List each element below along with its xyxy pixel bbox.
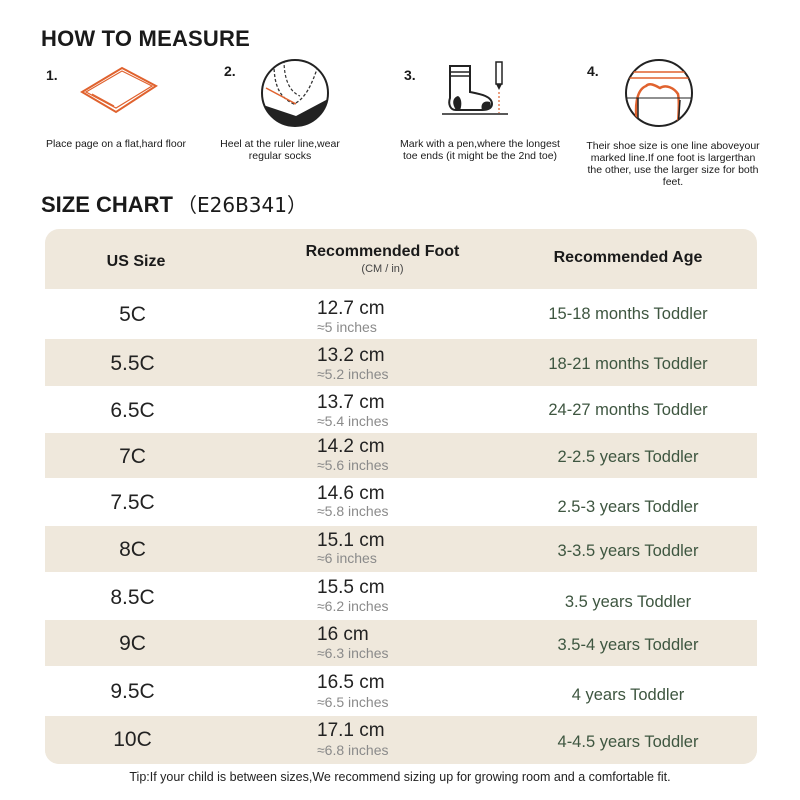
size-chart-table: US Size Recommended Foot (CM / in) Recom…: [45, 229, 757, 764]
table-row: 7C 14.2 cm ≈5.6 inches 2-2.5 years Toddl…: [45, 433, 757, 478]
foot-cm-cell: 17.1 cm: [317, 720, 385, 741]
table-row: 8C 15.1 cm ≈6 inches 3-3.5 years Toddler: [45, 526, 757, 572]
age-cell: 24-27 months Toddler: [548, 401, 708, 419]
foot-inch-cell: ≈6.8 inches: [317, 742, 389, 758]
us-size-cell: 5.5C: [110, 352, 155, 375]
us-size-cell: 8C: [119, 538, 146, 561]
shoe-size-line-icon: [625, 59, 693, 127]
step-text: Heel at the ruler line,wear regular sock…: [220, 138, 340, 162]
age-cell: 4-4.5 years Toddler: [557, 733, 699, 751]
paper-on-floor-icon: [80, 66, 158, 114]
foot-cm-cell: 14.6 cm: [317, 483, 385, 504]
size-chart-title-text: SIZE CHART: [41, 192, 173, 217]
sock-and-pen-icon: [442, 61, 508, 115]
foot-inch-cell: ≈5.2 inches: [317, 366, 389, 382]
table-header: US Size Recommended Foot (CM / in) Recom…: [45, 229, 757, 289]
foot-inch-cell: ≈5 inches: [317, 319, 377, 335]
age-cell: 4 years Toddler: [571, 686, 685, 704]
us-size-cell: 9.5C: [110, 680, 155, 703]
us-size-cell: 10C: [113, 728, 152, 751]
foot-inch-cell: ≈6.2 inches: [317, 598, 389, 614]
table-row: 7.5C 14.6 cm ≈5.8 inches 2.5-3 years Tod…: [45, 478, 757, 526]
step-number: 3.: [404, 67, 416, 83]
foot-cm-cell: 15.5 cm: [317, 577, 385, 598]
step-text: Place page on a flat,hard floor: [45, 138, 187, 150]
age-cell: 3.5 years Toddler: [564, 593, 692, 611]
step-number: 2.: [224, 63, 236, 79]
table-row: 10C 17.1 cm ≈6.8 inches 4-4.5 years Todd…: [45, 716, 757, 764]
foot-cm-cell: 14.2 cm: [317, 436, 385, 457]
age-cell: 3-3.5 years Toddler: [557, 542, 699, 560]
foot-inch-cell: ≈5.6 inches: [317, 457, 389, 473]
foot-cm-cell: 15.1 cm: [317, 530, 385, 551]
header-recommended-foot: Recommended Foot: [305, 243, 460, 260]
foot-cm-cell: 16.5 cm: [317, 672, 385, 693]
age-cell: 15-18 months Toddler: [548, 305, 708, 323]
foot-inch-cell: ≈5.8 inches: [317, 503, 389, 519]
age-cell: 2.5-3 years Toddler: [557, 498, 699, 516]
age-cell: 18-21 months Toddler: [548, 355, 708, 373]
foot-cm-cell: 12.7 cm: [317, 298, 385, 319]
us-size-cell: 9C: [119, 632, 146, 655]
foot-inch-cell: ≈6.3 inches: [317, 645, 389, 661]
step-text: Their shoe size is one line aboveyour ma…: [586, 140, 760, 188]
step-text: Mark with a pen,where the longest toe en…: [400, 138, 560, 162]
age-cell: 2-2.5 years Toddler: [557, 448, 699, 466]
foot-cm-cell: 16 cm: [317, 624, 369, 645]
table-row: 9.5C 16.5 cm ≈6.5 inches 4 years Toddler: [45, 666, 757, 716]
us-size-cell: 5C: [119, 303, 146, 326]
foot-cm-cell: 13.7 cm: [317, 392, 385, 413]
step-number: 1.: [46, 67, 58, 83]
sizing-tip: Tip:If your child is between sizes,We re…: [129, 770, 671, 784]
table-row: 6.5C 13.7 cm ≈5.4 inches 24-27 months To…: [45, 386, 757, 433]
foot-inch-cell: ≈6.5 inches: [317, 694, 389, 710]
us-size-cell: 7.5C: [110, 491, 155, 514]
header-recommended-age: Recommended Age: [553, 249, 703, 266]
header-foot-units: (CM / in): [361, 263, 404, 275]
table-row: 5C 12.7 cm ≈5 inches 15-18 months Toddle…: [45, 289, 757, 339]
size-chart-title: SIZE CHART （E26B341）: [41, 189, 307, 218]
foot-inch-cell: ≈5.4 inches: [317, 413, 389, 429]
foot-inch-cell: ≈6 inches: [317, 550, 377, 566]
header-us-size: US Size: [106, 253, 166, 270]
us-size-cell: 7C: [119, 445, 146, 468]
size-chart-code: （E26B341）: [177, 193, 307, 217]
heel-at-ruler-icon: [261, 59, 329, 127]
us-size-cell: 8.5C: [110, 586, 155, 609]
us-size-cell: 6.5C: [110, 399, 155, 422]
age-cell: 3.5-4 years Toddler: [557, 636, 699, 654]
table-row: 8.5C 15.5 cm ≈6.2 inches 3.5 years Toddl…: [45, 572, 757, 620]
how-to-measure-title: HOW TO MEASURE: [41, 26, 250, 51]
step-number: 4.: [587, 63, 599, 79]
table-row: 5.5C 13.2 cm ≈5.2 inches 18-21 months To…: [45, 339, 757, 386]
foot-cm-cell: 13.2 cm: [317, 345, 385, 366]
table-row: 9C 16 cm ≈6.3 inches 3.5-4 years Toddler: [45, 620, 757, 666]
